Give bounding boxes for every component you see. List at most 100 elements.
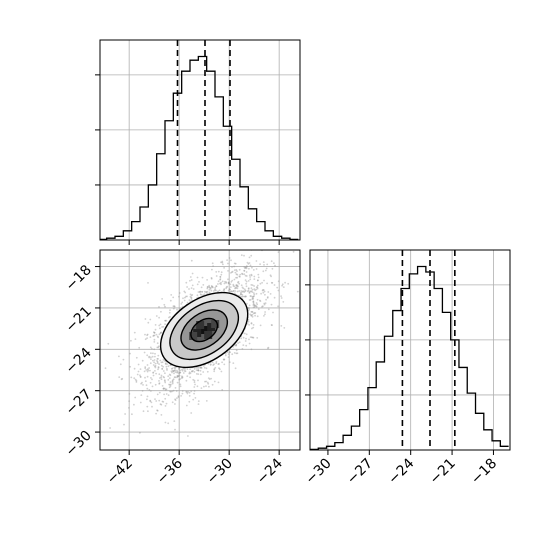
scatter-point xyxy=(219,278,222,281)
scatter-point xyxy=(212,265,215,267)
scatter-point xyxy=(133,377,136,380)
scatter-point xyxy=(186,368,189,370)
scatter-point xyxy=(256,284,259,287)
scatter-point xyxy=(252,301,255,304)
scatter-point xyxy=(253,295,255,298)
scatter-point xyxy=(206,370,209,373)
scatter-point xyxy=(236,284,239,287)
scatter-point xyxy=(186,295,188,298)
scatter-point xyxy=(267,346,270,349)
scatter-point xyxy=(178,367,181,370)
scatter-point xyxy=(265,267,268,270)
contour-line xyxy=(159,291,249,369)
scatter-point xyxy=(231,266,233,268)
scatter-point xyxy=(277,305,279,308)
hist-x-ticks xyxy=(95,74,280,245)
scatter-point xyxy=(225,282,228,284)
scatter-point xyxy=(227,282,230,285)
scatter-point xyxy=(238,341,241,344)
scatter-point xyxy=(144,318,147,320)
scatter-point xyxy=(189,368,192,370)
scatter-point xyxy=(161,361,164,364)
scatter-point xyxy=(169,390,171,393)
scatter-point xyxy=(188,400,191,403)
scatter-point xyxy=(239,293,242,296)
scatter-2d-ytick-label: −30 xyxy=(63,428,95,460)
scatter-point xyxy=(158,399,161,402)
scatter-point xyxy=(153,338,156,341)
scatter-point xyxy=(180,377,183,379)
scatter-point xyxy=(231,279,234,282)
scatter-point xyxy=(153,331,156,334)
scatter-point xyxy=(158,324,161,327)
scatter-point xyxy=(211,285,214,288)
scatter-point xyxy=(241,286,244,289)
scatter-2d-xtick-label: −24 xyxy=(254,455,286,487)
scatter-point xyxy=(162,365,165,368)
scatter-point xyxy=(157,354,160,357)
scatter-point xyxy=(247,288,250,290)
scatter-point xyxy=(179,371,182,374)
scatter-point xyxy=(157,368,159,371)
scatter-point xyxy=(250,274,253,277)
scatter-point xyxy=(135,381,138,383)
scatter-point xyxy=(284,281,286,284)
scatter-point xyxy=(206,285,209,288)
scatter-point xyxy=(256,337,259,339)
scatter-point xyxy=(250,348,253,351)
scatter-point xyxy=(185,295,187,298)
scatter-point xyxy=(227,262,229,265)
scatter-point xyxy=(168,383,170,386)
scatter-point xyxy=(148,356,151,359)
scatter-point xyxy=(235,273,238,275)
scatter-point xyxy=(171,379,174,382)
scatter-point xyxy=(186,375,189,377)
scatter-point xyxy=(208,291,211,294)
scatter-point xyxy=(215,271,218,273)
scatter-point xyxy=(176,308,178,311)
scatter-point xyxy=(154,362,157,365)
scatter-point xyxy=(217,283,219,285)
scatter-point xyxy=(226,259,229,261)
scatter-point xyxy=(217,280,220,283)
scatter-point xyxy=(173,305,176,307)
scatter-point xyxy=(227,281,230,284)
scatter-point xyxy=(274,264,276,267)
scatter-point xyxy=(234,262,237,265)
scatter-point xyxy=(240,254,243,257)
scatter-point xyxy=(247,306,250,309)
scatter-point xyxy=(244,289,247,292)
scatter-point xyxy=(254,305,257,307)
scatter-point xyxy=(176,370,179,373)
scatter-point xyxy=(251,327,253,330)
scatter-point xyxy=(209,286,212,289)
scatter-point xyxy=(166,363,169,365)
scatter-point xyxy=(219,276,222,278)
scatter-point xyxy=(245,333,248,336)
scatter-point xyxy=(168,377,171,379)
scatter-point xyxy=(169,385,172,387)
scatter-point xyxy=(197,400,200,402)
scatter-point xyxy=(232,283,235,286)
scatter-point xyxy=(262,289,264,291)
scatter-point xyxy=(251,295,254,298)
scatter-point xyxy=(220,261,222,264)
scatter-point xyxy=(245,275,248,277)
scatter-point xyxy=(282,286,285,288)
scatter-point xyxy=(205,367,208,370)
scatter-point xyxy=(174,399,177,401)
scatter-point xyxy=(201,290,204,293)
scatter-point xyxy=(179,369,182,372)
scatter-point xyxy=(225,281,228,283)
scatter-point xyxy=(250,314,253,317)
scatter-point xyxy=(199,290,201,293)
scatter-point xyxy=(248,267,250,270)
scatter-point xyxy=(159,377,161,379)
scatter-point xyxy=(266,296,269,298)
scatter-point xyxy=(146,364,149,366)
scatter-point xyxy=(164,405,167,407)
scatter-point xyxy=(227,281,230,284)
scatter-point xyxy=(281,283,284,286)
scatter-point xyxy=(228,257,231,259)
scatter-point xyxy=(167,422,170,425)
